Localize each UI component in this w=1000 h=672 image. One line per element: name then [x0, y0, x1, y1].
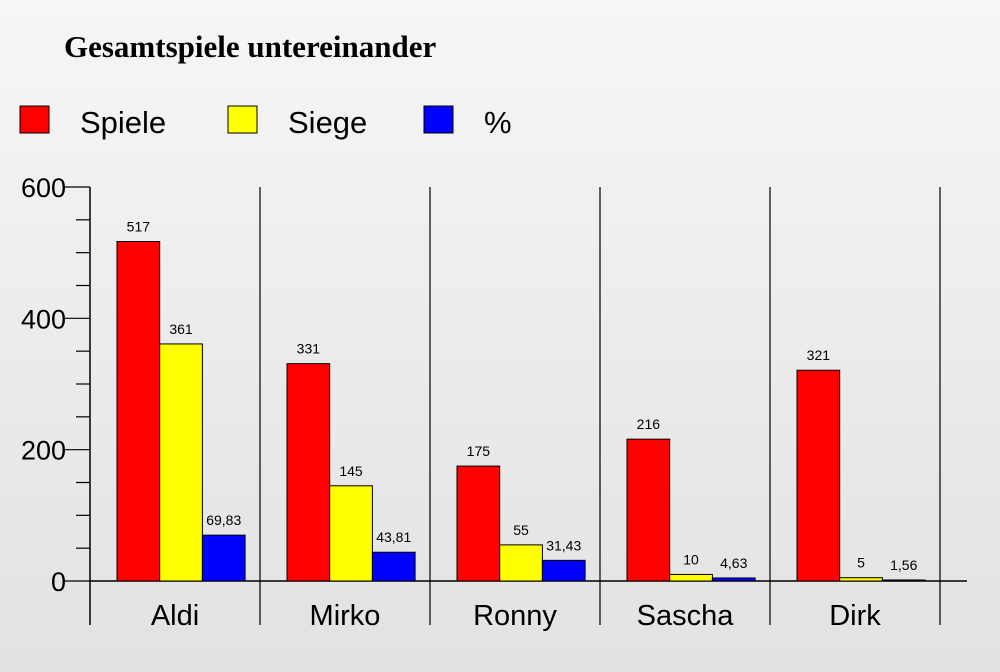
bar-dirk-percent — [881, 579, 926, 582]
data-label-ronny-siege: 55 — [513, 522, 529, 538]
bar-mirko-spiele — [286, 363, 331, 582]
bar-mirko-percent — [371, 551, 416, 582]
legend-swatch-percent — [423, 105, 454, 134]
x-tick-label-aldi: Aldi — [151, 600, 199, 632]
x-tick-label-mirko: Mirko — [310, 600, 381, 632]
bar-sascha-spiele — [626, 438, 671, 582]
y-tick-label: 200 — [21, 436, 66, 466]
y-tick-label: 0 — [51, 567, 66, 597]
bar-ronny-siege — [499, 544, 543, 582]
data-label-mirko-siege: 145 — [339, 463, 363, 479]
data-label-aldi-siege: 361 — [169, 321, 193, 337]
data-label-mirko-spiele: 331 — [297, 341, 321, 357]
bar-sascha-percent — [711, 577, 756, 582]
data-label-dirk-percent: 1,56 — [890, 557, 917, 573]
data-label-aldi-spiele: 517 — [127, 219, 151, 235]
bar-dirk-siege — [839, 577, 883, 582]
data-label-sascha-spiele: 216 — [637, 416, 661, 432]
data-labels: 517 361 69,83 331 145 43,81 175 55 31,43 216 10 4,6… — [127, 219, 918, 573]
data-label-ronny-percent: 31,43 — [546, 537, 581, 553]
bar-aldi-spiele — [116, 241, 161, 582]
data-label-aldi-percent: 69,83 — [206, 512, 241, 528]
data-label-ronny-spiele: 175 — [467, 443, 491, 459]
legend-label-siege: Siege — [288, 105, 367, 140]
y-tick-label: 600 — [21, 173, 66, 203]
legend-swatch-siege — [227, 105, 258, 134]
legend-label-spiele: Spiele — [80, 105, 166, 140]
x-tick-label-sascha: Sascha — [637, 600, 735, 632]
bar-aldi-percent — [201, 534, 246, 582]
axes: 0 200 400 600 Aldi Mirko Ronny Sascha Dirk — [21, 173, 967, 632]
bar-sascha-siege — [669, 573, 713, 582]
bar-ronny-spiele — [456, 465, 501, 582]
data-label-dirk-spiele: 321 — [807, 347, 831, 363]
x-tick-label-dirk: Dirk — [829, 600, 881, 632]
legend-swatch-spiele — [19, 105, 50, 134]
bar-aldi-siege — [159, 343, 203, 582]
data-label-sascha-siege: 10 — [683, 551, 699, 567]
legend: Spiele Siege% — [19, 105, 512, 140]
x-tick-label-ronny: Ronny — [473, 600, 557, 632]
legend-label-percent: % — [484, 105, 512, 140]
bar-mirko-siege — [329, 485, 373, 582]
data-label-dirk-siege: 5 — [857, 555, 865, 571]
bars — [116, 241, 926, 582]
chart-title: Gesamtspiele untereinander — [64, 29, 436, 64]
y-tick-label: 400 — [21, 304, 66, 334]
bar-ronny-percent — [541, 559, 586, 582]
data-label-sascha-percent: 4,63 — [720, 555, 747, 571]
data-label-mirko-percent: 43,81 — [376, 529, 411, 545]
bar-dirk-spiele — [796, 369, 841, 582]
